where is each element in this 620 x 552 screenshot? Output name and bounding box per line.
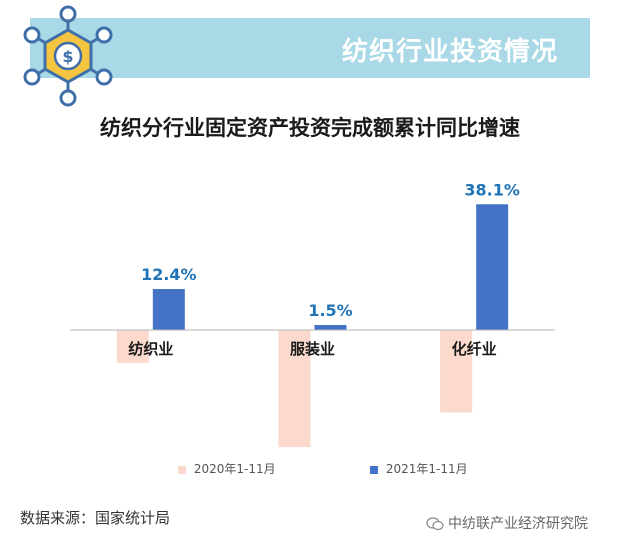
bar-2021-2 xyxy=(476,204,509,330)
bar-2020-2 xyxy=(440,329,473,413)
dollar-network-icon: $ xyxy=(23,5,113,107)
data-label-0: 12.4% xyxy=(141,265,197,284)
legend-label-2020: 2020年1-11月 xyxy=(193,462,276,476)
header-title: 纺织行业投资情况 xyxy=(341,37,558,67)
legend-swatch-2020 xyxy=(178,465,186,474)
data-label-2: 38.1% xyxy=(464,180,520,199)
category-label-1: 服装业 xyxy=(290,340,335,358)
category-label-2: 化纤业 xyxy=(452,340,497,358)
data-source: 数据来源：国家统计局 xyxy=(20,509,171,527)
bar-2020-1 xyxy=(278,329,311,448)
watermark-text: 中纺联产业经济研究院 xyxy=(448,516,588,532)
chart-title: 纺织分行业固定资产投资完成额累计同比增速 xyxy=(100,116,520,140)
bar-2021-1 xyxy=(314,325,347,330)
legend-swatch-2021 xyxy=(370,465,378,474)
bar-2020-0 xyxy=(116,329,149,363)
bar-2021-0 xyxy=(152,289,185,330)
legend-label-2021: 2021年1-11月 xyxy=(385,462,468,476)
svg-text:$: $ xyxy=(62,47,73,66)
legend-item-2021: 2021年1-11月 xyxy=(370,460,468,477)
data-label-1: 1.5% xyxy=(308,301,352,320)
wechat-icon xyxy=(426,517,444,531)
watermark: 中纺联产业经济研究院 xyxy=(426,513,588,533)
header-band: 纺织行业投资情况 xyxy=(30,18,590,78)
category-label-0: 纺织业 xyxy=(128,340,173,358)
bar-chart: 纺织业 12.4% 服装业 1.5% 化纤业 38.1% xyxy=(70,180,555,448)
legend-item-2020: 2020年1-11月 xyxy=(178,460,276,477)
